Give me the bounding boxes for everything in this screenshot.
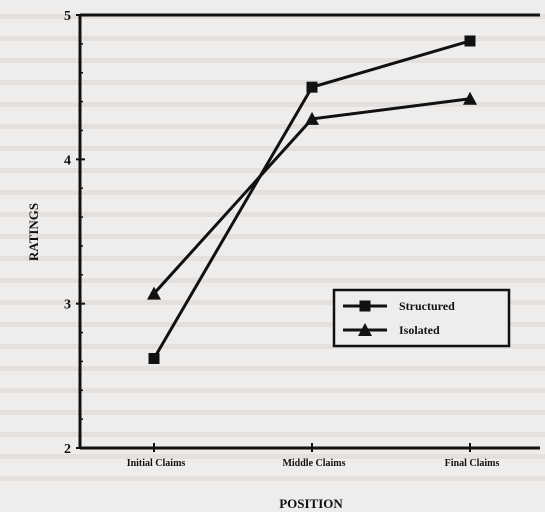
series-isolated <box>147 91 477 300</box>
background-text-line <box>0 300 545 305</box>
legend: Structured Isolated <box>332 288 511 348</box>
background-text-line <box>0 388 545 393</box>
legend-marker-isolated <box>358 323 372 336</box>
background-text-line <box>0 212 545 217</box>
faded-background-text <box>0 14 545 481</box>
data-point-structured <box>306 81 318 93</box>
data-point-isolated <box>463 91 477 105</box>
series-layer <box>147 35 477 365</box>
data-point-isolated <box>147 286 161 300</box>
y-tick-label: 5 <box>64 9 71 24</box>
background-text-line <box>0 36 545 41</box>
y-tick-label: 2 <box>64 442 71 457</box>
x-axis-label: POSITION <box>279 496 343 511</box>
background-text-line <box>0 454 545 459</box>
background-text-line <box>0 432 545 437</box>
data-point-isolated <box>305 111 319 125</box>
x-tick-label: Initial Claims <box>127 458 186 469</box>
x-tick-label: Middle Claims <box>282 458 345 469</box>
background-text-line <box>0 278 545 283</box>
background-text-line <box>0 366 545 371</box>
y-tick-label: 4 <box>64 153 71 168</box>
tick-marks: 2 3 4 5 Initial Claims Middle Claims Final Cla… <box>64 9 499 469</box>
series-structured <box>148 35 476 365</box>
background-text-line <box>0 124 545 129</box>
background-text-line <box>0 256 545 261</box>
background-text-line <box>0 344 545 349</box>
background-text-line <box>0 410 545 415</box>
background-text-line <box>0 476 545 481</box>
data-point-structured <box>464 35 476 47</box>
background-text-line <box>0 102 545 107</box>
axes <box>78 13 540 450</box>
background-text-line <box>0 190 545 195</box>
x-tick-label: Final Claims <box>445 458 500 469</box>
background-text-line <box>0 58 545 63</box>
background-text-line <box>0 80 545 85</box>
y-axis-label: RATINGS <box>26 203 41 261</box>
background-text-line <box>0 168 545 173</box>
background-text-line <box>0 234 545 239</box>
legend-label-isolated: Isolated <box>399 323 440 337</box>
legend-label-structured: Structured <box>399 299 455 313</box>
y-tick-label: 3 <box>64 298 71 313</box>
legend-box <box>332 288 511 348</box>
data-point-structured <box>148 353 160 365</box>
background-text-line <box>0 322 545 327</box>
background-text-line <box>0 146 545 151</box>
legend-marker-structured <box>359 300 371 312</box>
